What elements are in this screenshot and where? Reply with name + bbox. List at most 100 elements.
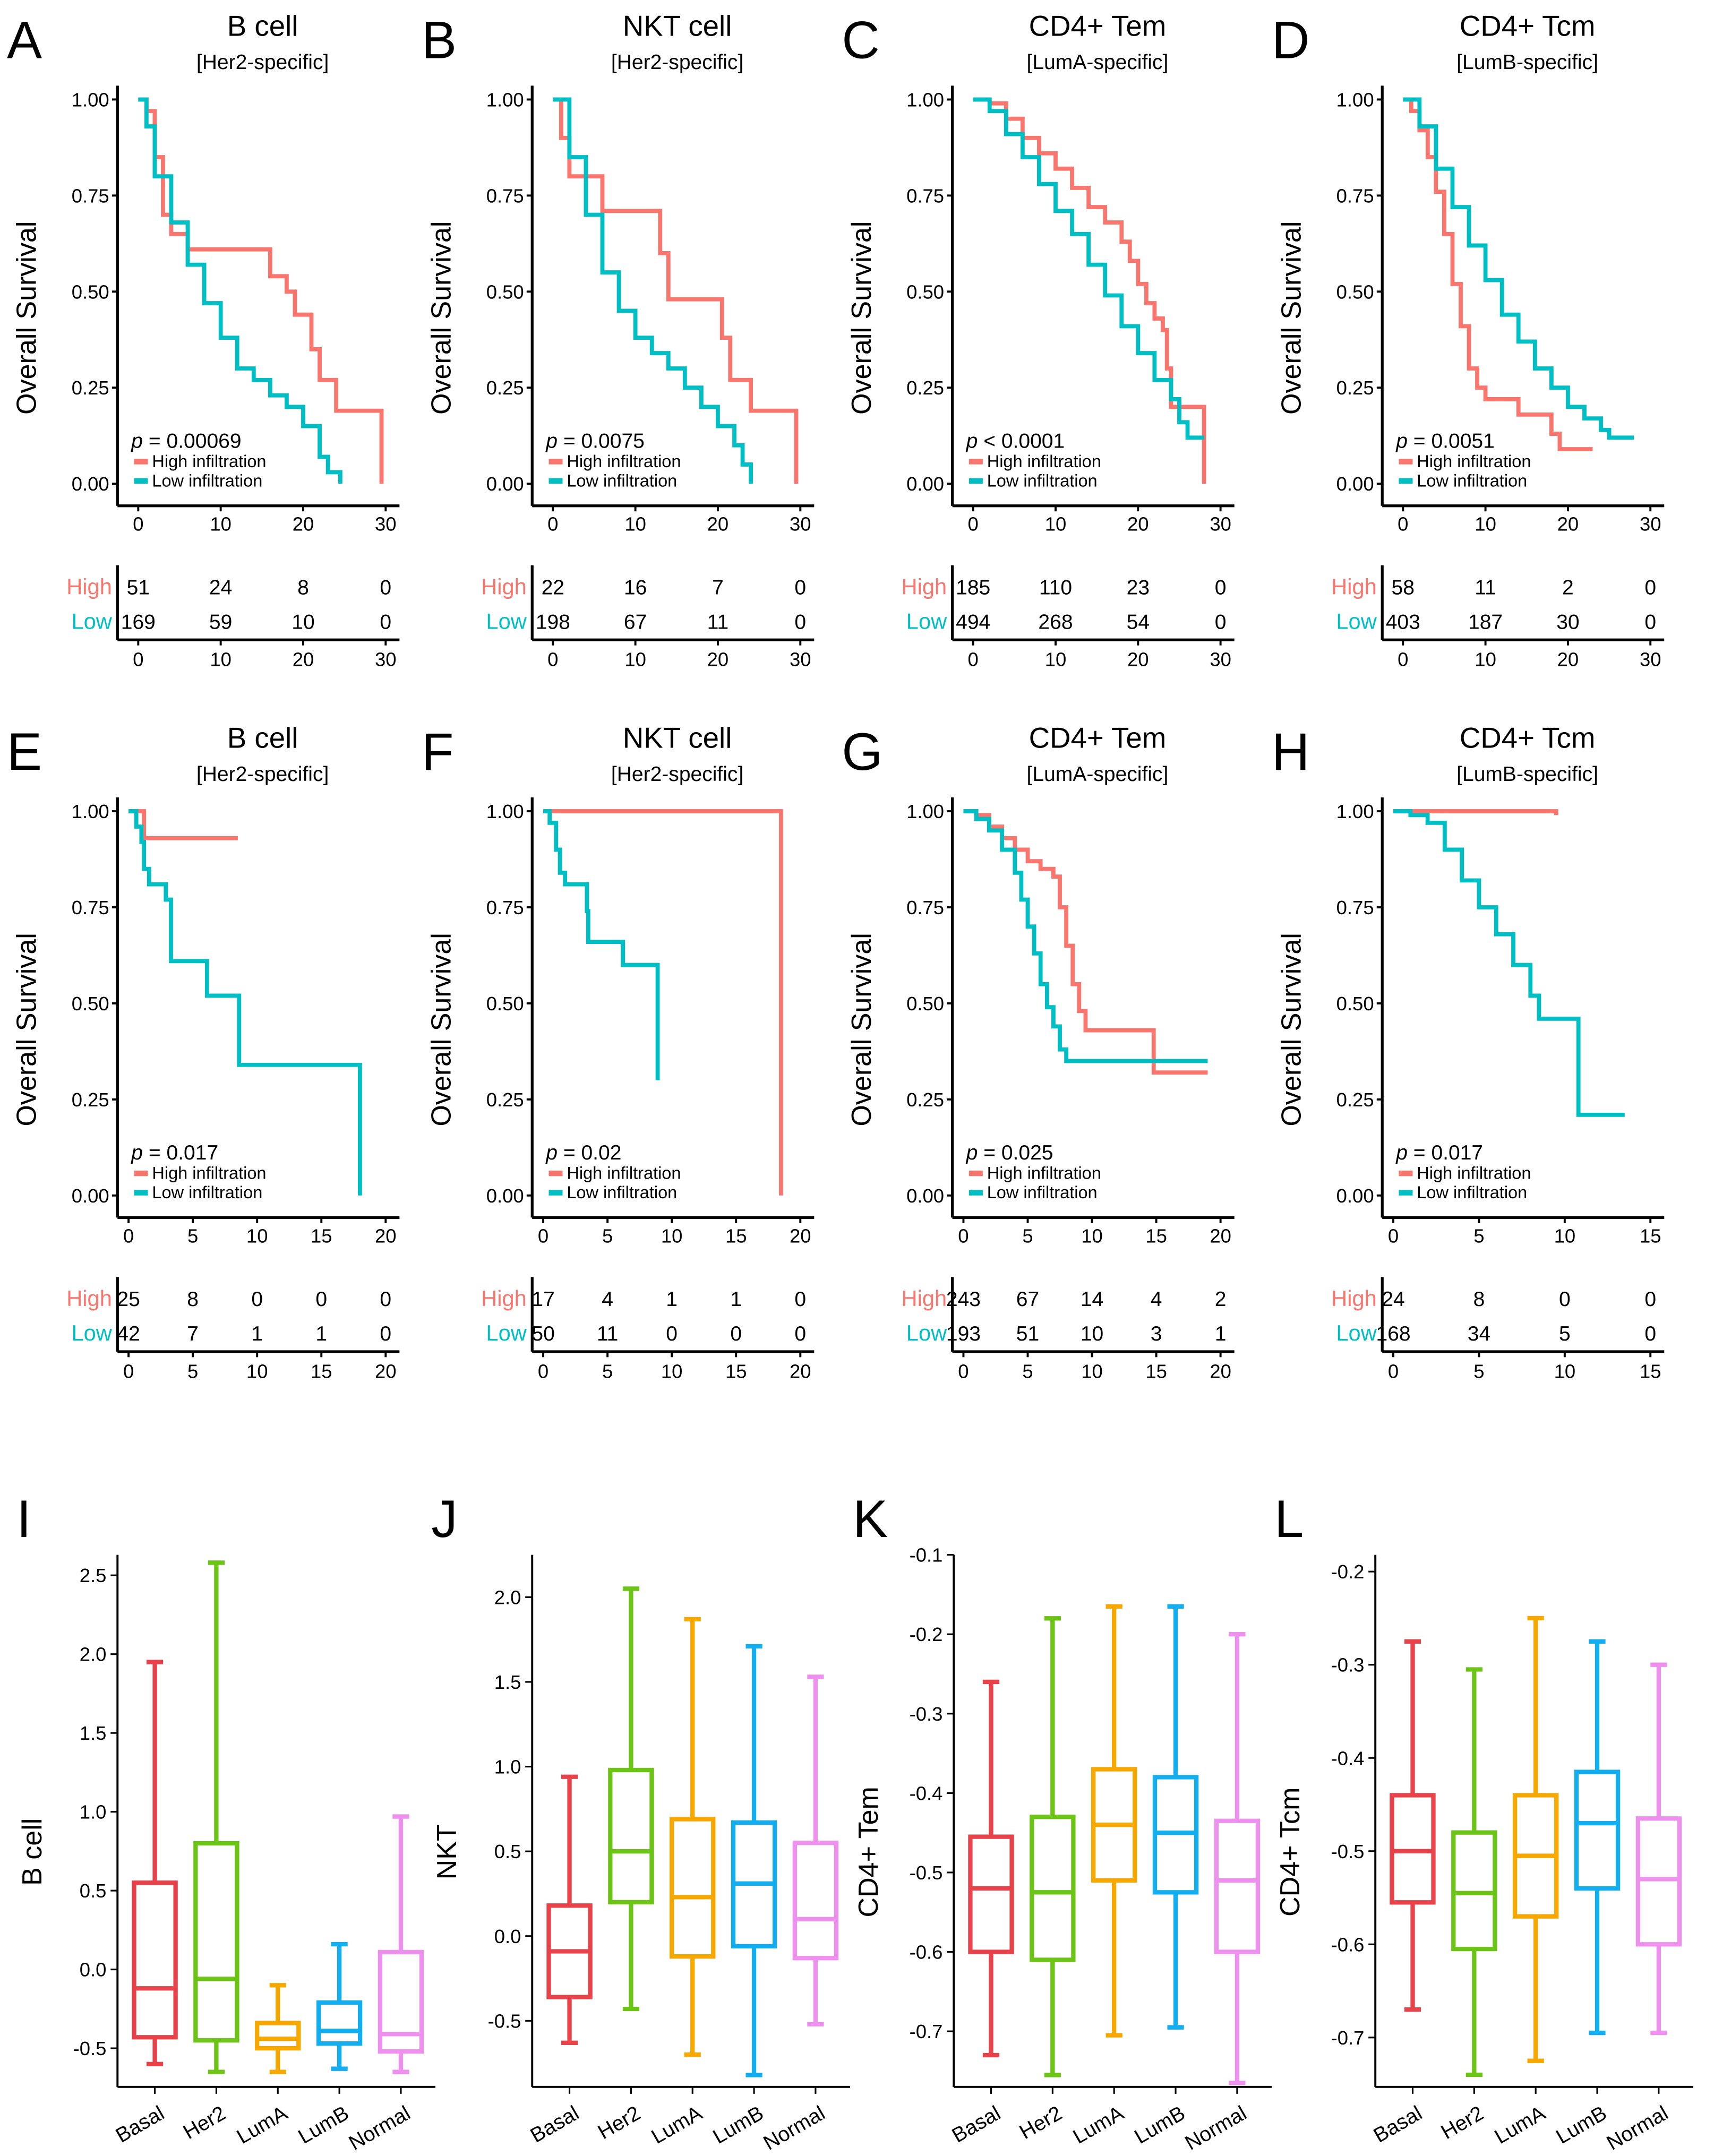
y-tick-label: 0.00 xyxy=(72,473,109,495)
legend-entry: High infiltration xyxy=(152,452,266,471)
y-tick-label: 0.75 xyxy=(906,185,944,207)
box-basal xyxy=(968,1679,1014,2058)
legend-swatch xyxy=(969,459,983,465)
box-iqr xyxy=(968,1834,1014,1954)
risk-row-label-high: High xyxy=(1331,574,1377,599)
y-tick-label: 0.50 xyxy=(486,993,524,1015)
legend-swatch xyxy=(134,1170,148,1176)
risk-count: 8 xyxy=(297,576,309,599)
risk-count: 0 xyxy=(380,576,391,599)
x-tick-label: 20 xyxy=(707,513,729,535)
box-her2 xyxy=(193,1560,239,2074)
risk-count: 0 xyxy=(1644,576,1656,599)
box-lumb xyxy=(316,1942,363,2071)
risk-time-label: 10 xyxy=(210,649,232,671)
risk-count: 0 xyxy=(1559,1288,1571,1311)
x-tick-label: Basal xyxy=(527,2102,583,2148)
risk-count: 0 xyxy=(1644,1288,1656,1311)
y-tick-label: -0.5 xyxy=(910,1862,943,1884)
legend-entry: Low infiltration xyxy=(567,471,677,490)
x-tick-label: 5 xyxy=(602,1225,613,1247)
risk-time-label: 30 xyxy=(1640,649,1661,671)
risk-count: 11 xyxy=(597,1322,619,1345)
legend-entry: Low infiltration xyxy=(152,471,262,490)
panel-letter: L xyxy=(1274,1489,1304,1548)
risk-count: 10 xyxy=(1081,1322,1103,1345)
risk-count: 494 xyxy=(956,611,990,633)
panel-letter: E xyxy=(7,722,42,781)
chart-subtitle: [Her2-specific] xyxy=(196,51,329,74)
box-iqr xyxy=(1030,1815,1076,1962)
risk-row-label-high: High xyxy=(481,574,527,599)
x-tick-label: LumB xyxy=(1553,2102,1611,2149)
risk-count: 0 xyxy=(730,1322,742,1345)
risk-time-label: 10 xyxy=(246,1360,268,1382)
p-value: p = 0.017 xyxy=(1395,1141,1483,1164)
chart-subtitle: [LumA-specific] xyxy=(1027,763,1169,786)
risk-row-label-low: Low xyxy=(486,1320,527,1345)
box-iqr xyxy=(255,2021,301,2051)
y-tick-label: 1.0 xyxy=(494,1756,521,1778)
box-basal xyxy=(132,1660,178,2066)
risk-count: 0 xyxy=(666,1322,678,1345)
x-tick-label: LumB xyxy=(295,2102,353,2149)
survival-curve-high xyxy=(138,97,384,484)
legend-entry: High infiltration xyxy=(567,452,681,471)
survival-curve-low xyxy=(138,97,342,484)
risk-time-label: 0 xyxy=(133,649,143,671)
risk-count: 10 xyxy=(292,611,314,633)
y-tick-label: 0.50 xyxy=(72,993,109,1015)
survival-curve-low xyxy=(553,97,753,484)
km-panel-G: G CD4+ Tem [LumA-specific] 0.00 0.25 0.50 0.75… xyxy=(842,721,1235,1382)
y-tick-label: 0.25 xyxy=(1336,1089,1374,1111)
risk-count: 7 xyxy=(187,1322,199,1345)
risk-time-label: 0 xyxy=(1388,1360,1399,1382)
panel-letter: J xyxy=(431,1489,457,1548)
risk-count: 0 xyxy=(251,1288,263,1311)
box-panel-K: K -0.7 -0.6 -0.5 -0.4 -0.3 -0.2 -0.1 CD4+ Tem Bas… xyxy=(853,1489,1272,2155)
risk-time-label: 5 xyxy=(1473,1360,1484,1382)
y-tick-label: -0.4 xyxy=(1331,1747,1365,1769)
y-tick-label: 0.75 xyxy=(906,897,944,918)
box-iqr xyxy=(193,1841,239,2043)
risk-row-label-high: High xyxy=(1331,1286,1377,1311)
legend-swatch xyxy=(1399,459,1413,465)
risk-time-label: 15 xyxy=(311,1360,332,1382)
x-tick-label: 20 xyxy=(1127,513,1149,535)
km-panel-F: F NKT cell [Her2-specific] 0.00 0.25 0.50 0.75… xyxy=(422,721,815,1382)
survival-curve-low xyxy=(128,809,362,1196)
box-iqr xyxy=(792,1841,839,1961)
x-tick-label: Her2 xyxy=(179,2102,230,2144)
p-label: p xyxy=(1395,1141,1408,1164)
y-axis-label: Overall Survival xyxy=(1276,933,1307,1126)
x-tick-label: Normal xyxy=(1603,2102,1672,2155)
x-tick-label: 15 xyxy=(311,1225,332,1247)
survival-curve-low xyxy=(963,809,1208,1063)
risk-time-label: 30 xyxy=(790,649,811,671)
risk-time-label: 10 xyxy=(624,649,646,671)
p-value-text: = 0.00069 xyxy=(143,430,242,452)
y-tick-label: 0.25 xyxy=(906,377,944,399)
y-tick-label: -0.1 xyxy=(910,1544,943,1566)
x-tick-label: 30 xyxy=(375,513,397,535)
legend-entry: High infiltration xyxy=(987,1164,1101,1183)
legend-entry: High infiltration xyxy=(1417,452,1531,471)
risk-time-label: 20 xyxy=(293,649,314,671)
y-tick-label: 0.50 xyxy=(906,993,944,1015)
risk-time-label: 5 xyxy=(1022,1360,1033,1382)
risk-row-label-low: Low xyxy=(71,1320,112,1345)
risk-count: 0 xyxy=(794,611,806,633)
panel-letter: B xyxy=(422,10,457,69)
risk-time-label: 0 xyxy=(538,1360,549,1382)
y-tick-label: 0.75 xyxy=(486,185,524,207)
km-panel-A: A B cell [Her2-specific] 0.00 0.25 0.50 0.75 1.… xyxy=(7,10,400,671)
risk-count: 0 xyxy=(1215,611,1227,633)
p-value-text: < 0.0001 xyxy=(978,430,1065,452)
x-tick-label: Basal xyxy=(112,2102,168,2148)
box-iqr xyxy=(1574,1770,1621,1891)
risk-count: 193 xyxy=(946,1322,981,1345)
y-tick-label: 1.00 xyxy=(72,89,109,110)
panel-letter: A xyxy=(7,10,42,69)
